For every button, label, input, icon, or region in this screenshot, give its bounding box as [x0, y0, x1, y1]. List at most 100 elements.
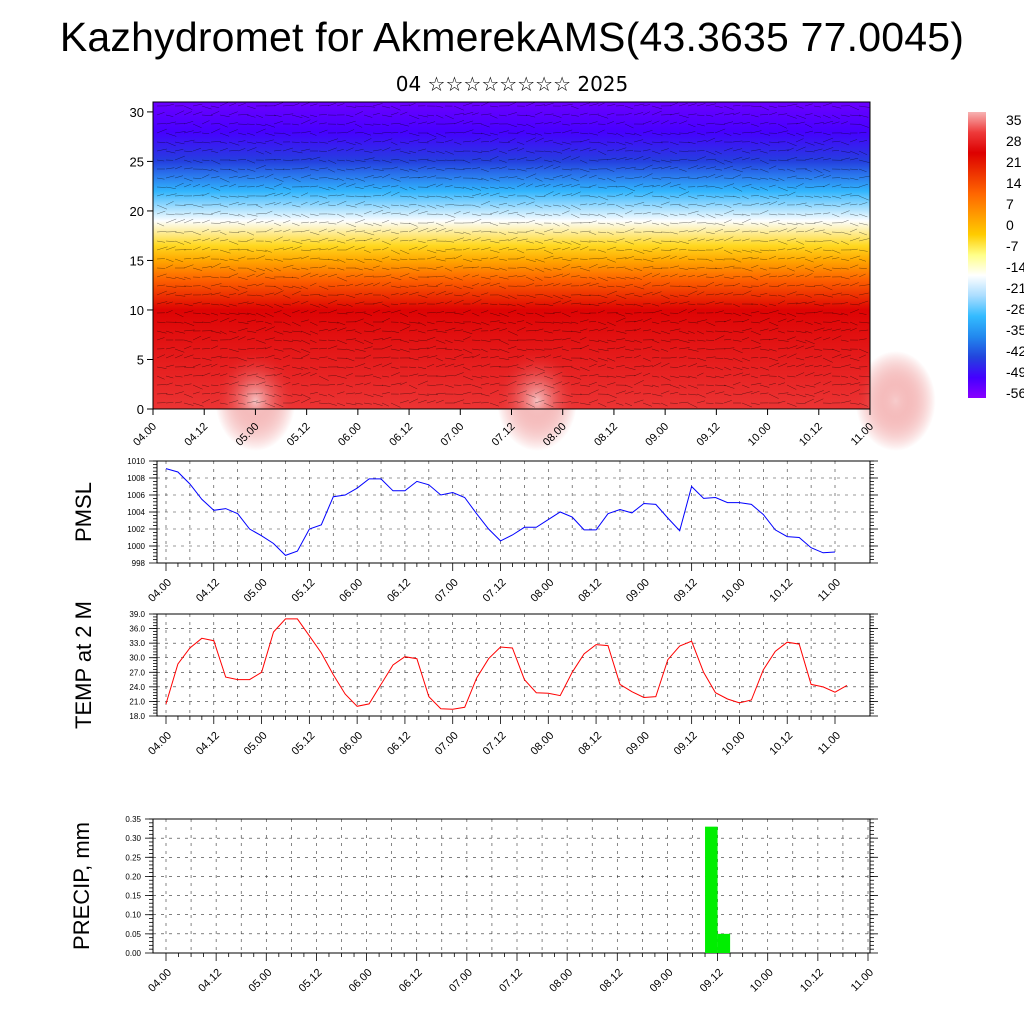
x-tick-label: 06.12 [387, 421, 415, 449]
warm-spot [855, 351, 936, 451]
colorbar-label: -56 [1006, 385, 1024, 401]
x-tick-label: 06.00 [336, 421, 364, 449]
x-tick-label: 05.00 [246, 967, 274, 995]
y-tick-label: 1004 [127, 508, 145, 517]
x-tick-label: 04.00 [146, 967, 174, 995]
y-tick-label: 5 [137, 352, 144, 367]
colorbar-ramp [968, 112, 986, 398]
x-tick-label: 04.12 [182, 421, 210, 449]
y-tick-label: 0.20 [125, 872, 141, 881]
temp-chart: 18.0 21.0 24.0 27.0 30.0 33.0 36.0 39.0 04.00 04.… [71, 601, 878, 758]
y-axis-title: PMSL [71, 482, 96, 542]
colorbar-label: -35 [1006, 322, 1024, 338]
y-tick-label: 1002 [127, 525, 145, 534]
x-tick-label: 05.00 [242, 577, 270, 605]
y-tick-label: 0 [137, 402, 144, 417]
x-tick-label: 08.00 [528, 730, 556, 758]
x-tick-label: 06.12 [397, 967, 425, 995]
y-tick-label: 21.0 [129, 697, 145, 706]
wind-vector-path [156, 101, 870, 408]
y-tick-label: 0.35 [125, 815, 141, 824]
panel-grid [157, 613, 870, 717]
y-tick-label: 33.0 [129, 639, 145, 648]
colorbar: 35 28 21 14 7 0 -7 -14 -21 -28 -35 -42 -49 -56 [968, 112, 1024, 401]
y-tick-label: 10 [130, 303, 144, 318]
x-tick-label: 06.12 [385, 577, 413, 605]
x-tick-label: 07.12 [481, 577, 509, 605]
x-tick-label: 08.00 [528, 577, 556, 605]
x-tick-label: 04.00 [131, 421, 159, 449]
y-tick-label: 1008 [127, 474, 145, 483]
y-tick-label: 20 [130, 204, 144, 219]
x-tick-label: 05.00 [242, 730, 270, 758]
pmsl-chart: 998 1000 1002 1004 1006 1008 1010 04.00 04.12 05.… [71, 457, 878, 605]
colorbar-label: 0 [1006, 217, 1014, 233]
x-tick-label: 09.00 [648, 967, 676, 995]
x-tick-label: 10.12 [798, 967, 826, 995]
colorbar-label: 7 [1006, 196, 1014, 212]
y-tick-label: 0.10 [125, 911, 141, 920]
x-tick-label: 04.00 [146, 730, 174, 758]
page-title: Kazhydromet for AkmerekAMS(43.3635 77.00… [59, 14, 965, 60]
x-tick-label: 09.00 [624, 730, 652, 758]
y-tick-label: 0.25 [125, 853, 141, 862]
y-tick-label: 0.05 [125, 930, 141, 939]
x-tick-label: 06.00 [337, 730, 365, 758]
y-tick-label: 1000 [127, 542, 145, 551]
x-tick-label: 10.00 [746, 421, 774, 449]
x-tick-label: 09.12 [672, 577, 700, 605]
x-tick-label: 09.00 [624, 577, 652, 605]
x-tick-label: 08.00 [547, 967, 575, 995]
panel-ticks [149, 613, 878, 724]
x-tick-label: 08.12 [576, 730, 604, 758]
panel-frame [152, 818, 871, 954]
colorbar-label: 21 [1006, 154, 1022, 170]
x-tick-label: 09.12 [695, 421, 723, 449]
x-tick-label: 04.12 [194, 577, 222, 605]
x-tick-label: 06.00 [337, 577, 365, 605]
colorbar-label: 28 [1006, 133, 1022, 149]
x-tick-label: 06.12 [385, 730, 413, 758]
x-tick-label: 10.12 [767, 577, 795, 605]
x-tick-label: 04.00 [146, 577, 174, 605]
x-tick-label: 09.12 [672, 730, 700, 758]
page-subtitle: 04 ☆☆☆☆☆☆☆☆ 2025 [395, 72, 629, 96]
colorbar-label: -28 [1006, 301, 1024, 317]
x-tick-label: 10.00 [720, 730, 748, 758]
y-axis-title: PRECIP, mm [69, 822, 94, 950]
y-tick-label: 25 [130, 154, 144, 169]
x-tick-label: 08.12 [576, 577, 604, 605]
x-tick-label: 10.12 [767, 730, 795, 758]
y-tick-label: 18.0 [129, 712, 145, 721]
series-line [165, 618, 848, 710]
warm-spot [215, 351, 296, 451]
x-tick-label: 04.12 [194, 730, 222, 758]
x-tick-label: 11.00 [849, 967, 876, 994]
colorbar-label: 35 [1006, 112, 1022, 128]
x-tick-label: 08.12 [592, 421, 620, 449]
y-tick-label: 1010 [127, 457, 145, 466]
y-tick-label: 0.00 [125, 949, 141, 958]
x-tick-label: 07.00 [433, 730, 461, 758]
y-tick-label: 36.0 [129, 625, 145, 634]
x-tick-label: 09.00 [643, 421, 671, 449]
x-tick-label: 11.00 [816, 577, 843, 604]
y-tick-label: 15 [130, 253, 144, 268]
y-tick-label: 27.0 [129, 668, 145, 677]
y-tick-label: 0.15 [125, 892, 141, 901]
colorbar-label: -7 [1006, 238, 1019, 254]
x-tick-label: 07.00 [438, 421, 466, 449]
x-tick-label: 10.12 [797, 421, 825, 449]
panel-frame [156, 613, 871, 717]
series-line [165, 468, 836, 556]
x-tick-label: 07.12 [481, 730, 509, 758]
x-tick-label: 10.00 [720, 577, 748, 605]
precip-bar [717, 933, 731, 953]
y-tick-label: 998 [132, 559, 146, 568]
precip-chart: 0.00 0.05 0.10 0.15 0.20 0.25 0.30 0.35 04.00 04.… [69, 815, 878, 995]
x-tick-label: 07.00 [433, 577, 461, 605]
colorbar-label: -21 [1006, 280, 1024, 296]
wind-vectors [156, 101, 870, 408]
